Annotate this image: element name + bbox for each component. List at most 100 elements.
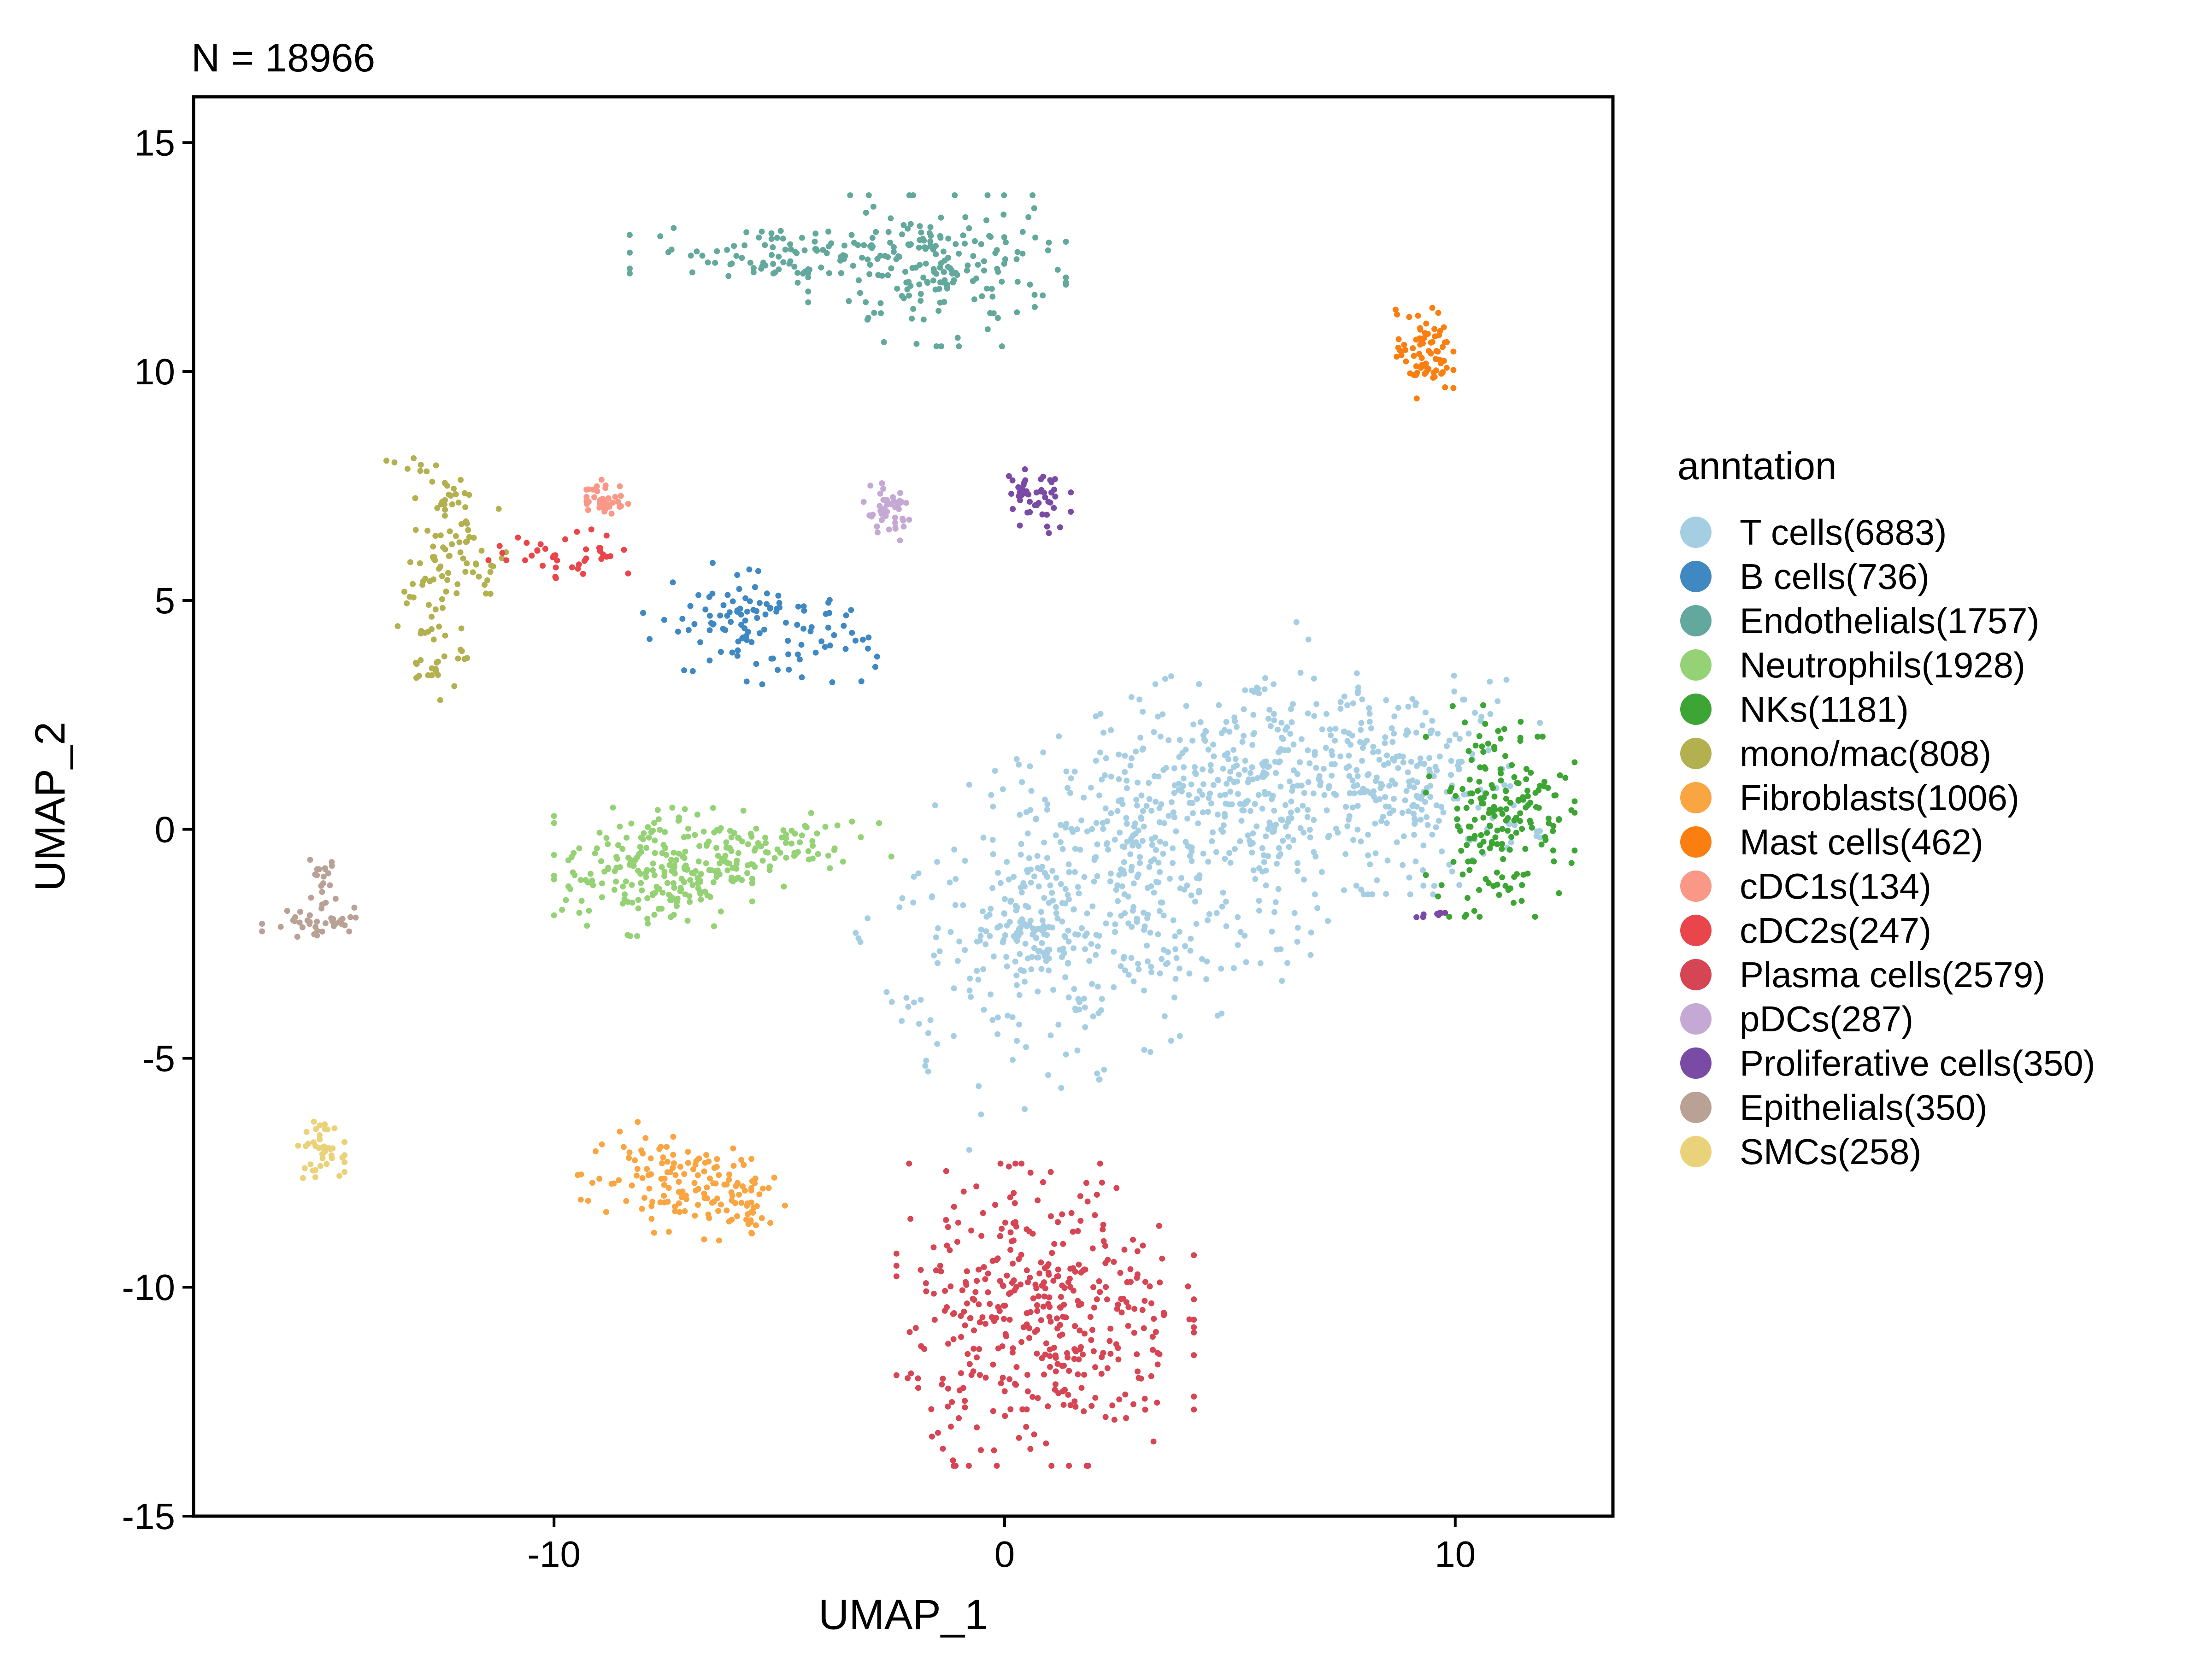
- scatter-point: [412, 527, 419, 533]
- scatter-point: [936, 948, 943, 954]
- scatter-point: [1186, 1316, 1193, 1323]
- scatter-point: [1024, 1371, 1030, 1378]
- scatter-point: [722, 627, 729, 633]
- scatter-point: [1222, 791, 1229, 798]
- scatter-point: [1034, 1327, 1040, 1333]
- scatter-point: [695, 592, 702, 598]
- scatter-point: [576, 910, 582, 916]
- scatter-point: [1241, 767, 1248, 773]
- scatter-point: [1435, 310, 1441, 316]
- scatter-point: [788, 840, 794, 847]
- scatter-point: [1294, 807, 1300, 813]
- scatter-point: [660, 841, 667, 848]
- scatter-point: [1039, 511, 1046, 518]
- scatter-point: [598, 556, 605, 562]
- scatter-point: [753, 825, 759, 832]
- scatter-point: [1122, 769, 1128, 775]
- scatter-point: [945, 235, 952, 242]
- scatter-point: [938, 214, 944, 221]
- scatter-point: [1365, 852, 1371, 859]
- scatter-point: [995, 269, 1001, 275]
- scatter-point: [962, 214, 969, 220]
- scatter-point: [778, 834, 785, 841]
- scatter-point: [1189, 737, 1196, 744]
- scatter-point: [1203, 976, 1210, 982]
- scatter-point: [671, 225, 677, 231]
- scatter-point: [1030, 925, 1036, 932]
- scatter-point: [1124, 785, 1130, 791]
- scatter-point: [1224, 781, 1230, 787]
- scatter-point: [1089, 826, 1095, 832]
- scatter-point: [979, 1314, 986, 1320]
- scatter-point: [888, 265, 894, 271]
- scatter-point: [429, 665, 435, 671]
- scatter-point: [1237, 801, 1243, 807]
- scatter-point: [1138, 792, 1145, 799]
- scatter-point: [979, 908, 986, 915]
- scatter-point: [1062, 900, 1069, 906]
- scatter-point: [1134, 1248, 1141, 1254]
- scatter-point: [1266, 706, 1273, 713]
- scatter-point: [1151, 729, 1157, 735]
- scatter-point: [701, 1236, 707, 1242]
- scatter-point: [1430, 891, 1436, 898]
- scatter-point: [351, 905, 358, 911]
- scatter-point: [1018, 967, 1024, 973]
- scatter-point: [1111, 1259, 1117, 1265]
- scatter-point: [759, 1215, 765, 1221]
- scatter-point: [1072, 1404, 1079, 1410]
- scatter-point: [826, 270, 832, 276]
- scatter-point: [870, 203, 877, 210]
- scatter-point: [930, 277, 936, 284]
- scatter-point: [1290, 837, 1297, 843]
- legend-label: mono/mac(808): [1740, 733, 1991, 774]
- scatter-point: [1001, 260, 1007, 267]
- scatter-point: [733, 253, 740, 259]
- scatter-point: [478, 547, 485, 554]
- scatter-point: [1254, 775, 1261, 781]
- scatter-point: [726, 860, 733, 867]
- legend-swatch: [1680, 782, 1712, 813]
- scatter-point: [1235, 914, 1241, 920]
- scatter-point: [1071, 906, 1077, 912]
- scatter-point: [670, 1134, 677, 1140]
- scatter-point: [912, 1325, 919, 1331]
- scatter-point: [1007, 1406, 1014, 1412]
- scatter-point: [1478, 832, 1484, 838]
- scatter-point: [774, 235, 780, 241]
- scatter-point: [1305, 806, 1311, 813]
- scatter-point: [808, 810, 814, 816]
- scatter-point: [434, 505, 441, 511]
- scatter-point: [776, 600, 782, 606]
- scatter-point: [1149, 1334, 1156, 1340]
- scatter-point: [1508, 834, 1514, 840]
- scatter-point: [1476, 778, 1483, 785]
- scatter-point: [1434, 767, 1440, 774]
- scatter-point: [522, 557, 528, 564]
- scatter-point: [1016, 761, 1022, 768]
- scatter-point: [1485, 880, 1492, 886]
- scatter-point: [694, 1172, 701, 1178]
- scatter-point: [418, 657, 424, 663]
- scatter-point: [1066, 1463, 1072, 1469]
- scatter-point: [710, 1180, 717, 1187]
- scatter-point: [312, 871, 318, 877]
- scatter-point: [1436, 753, 1443, 760]
- scatter-point: [1045, 499, 1052, 505]
- scatter-point: [841, 242, 847, 249]
- scatter-point: [1232, 718, 1238, 724]
- scatter-point: [1542, 837, 1549, 843]
- scatter-point: [1418, 806, 1425, 813]
- scatter-point: [1094, 1192, 1100, 1198]
- scatter-point: [912, 265, 919, 271]
- scatter-point: [1497, 766, 1504, 772]
- scatter-point: [1141, 1395, 1148, 1402]
- scatter-point: [1025, 214, 1032, 220]
- scatter-point: [1062, 974, 1069, 981]
- scatter-point: [1428, 340, 1434, 346]
- scatter-point: [982, 1276, 988, 1282]
- scatter-point: [1265, 790, 1272, 797]
- scatter-point: [997, 923, 1003, 929]
- scatter-point: [1399, 810, 1406, 816]
- scatter-point: [655, 816, 662, 823]
